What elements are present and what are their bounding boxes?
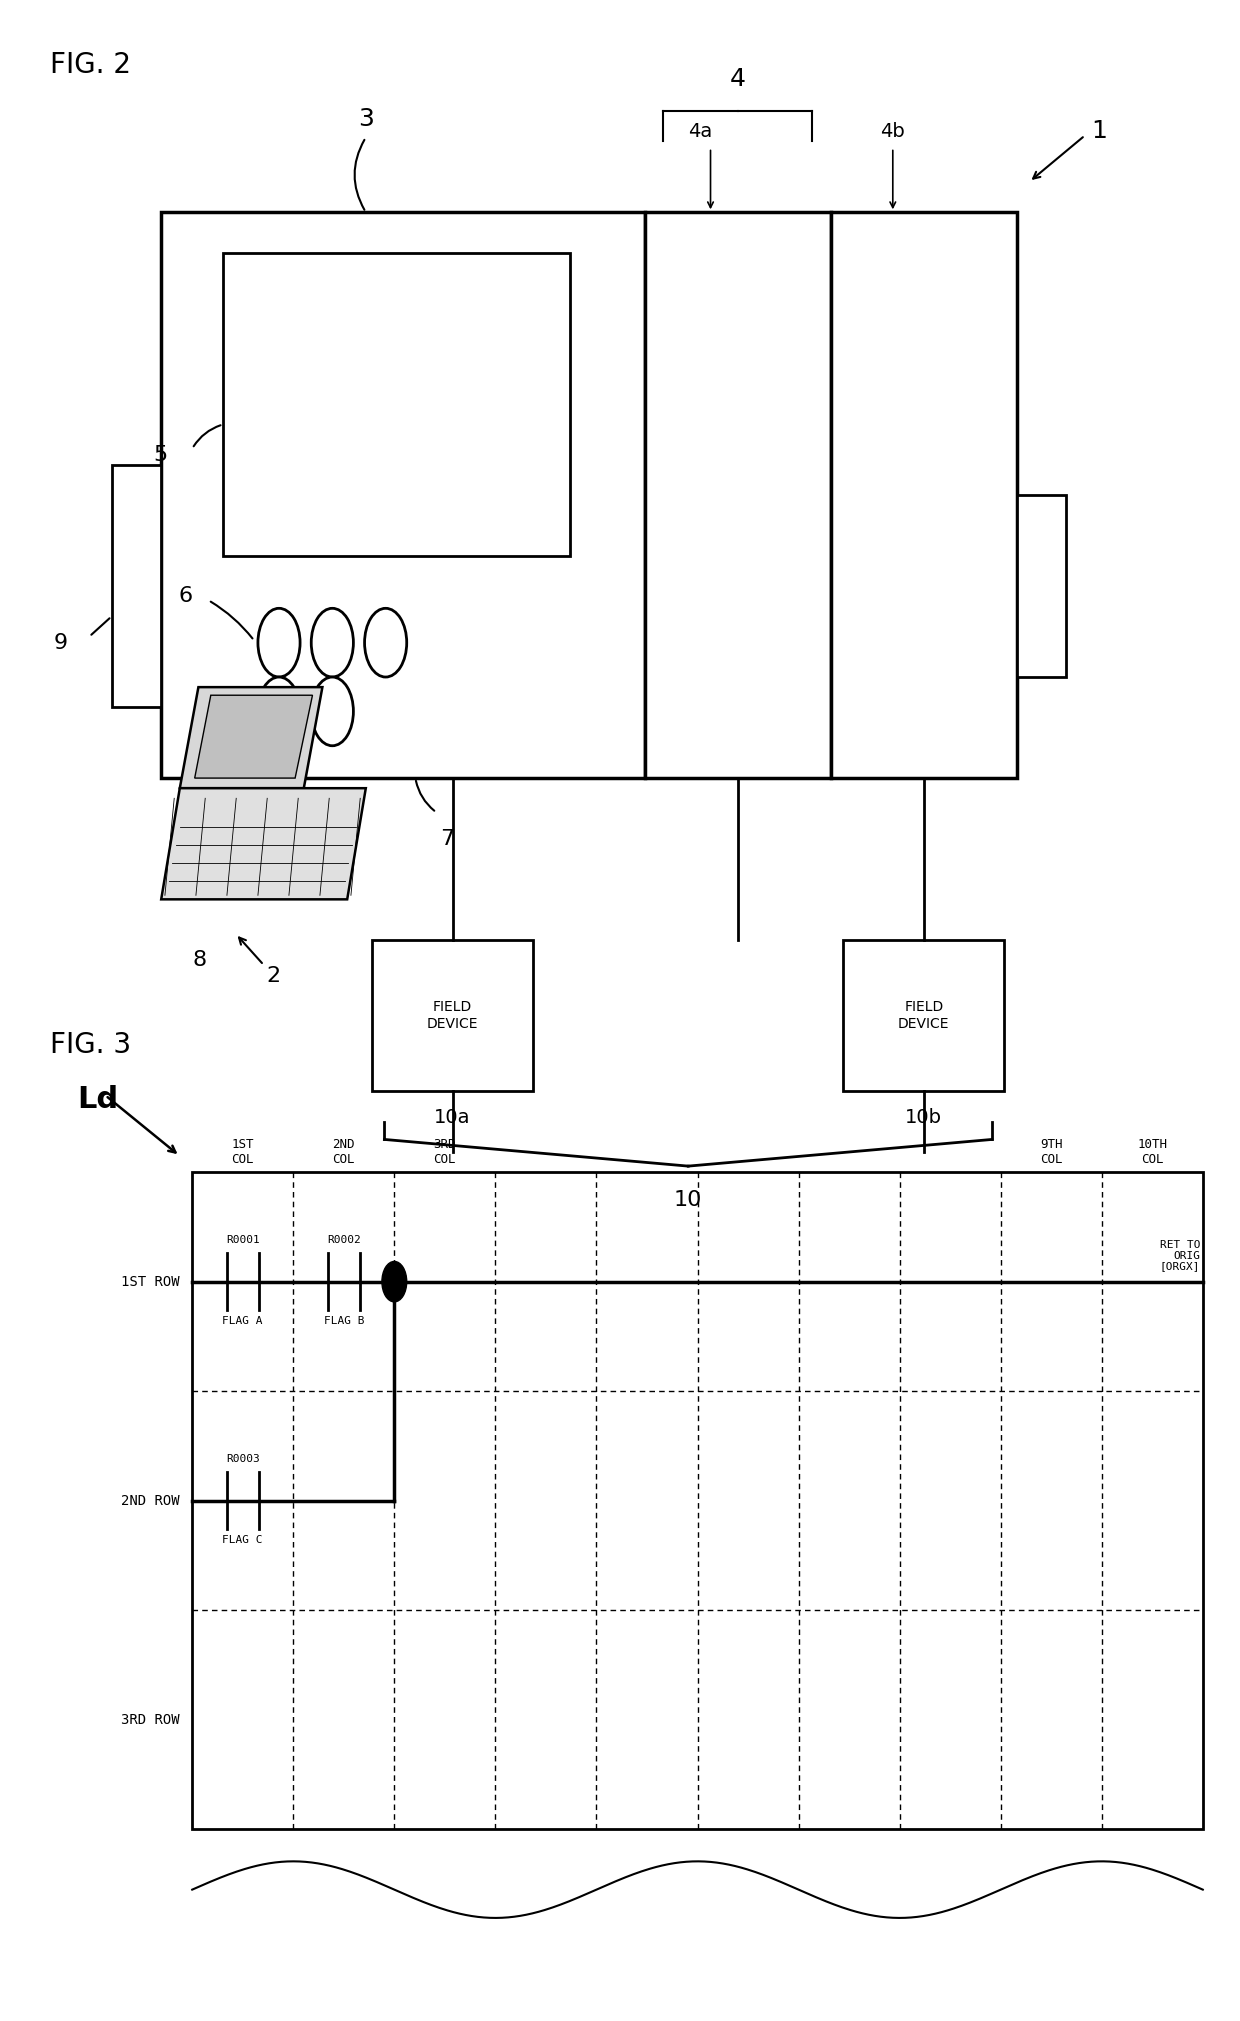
Text: 5: 5 (154, 445, 167, 465)
Text: 1ST ROW: 1ST ROW (122, 1275, 180, 1289)
Text: 2ND
COL: 2ND COL (332, 1138, 355, 1166)
Text: 1ST
COL: 1ST COL (232, 1138, 254, 1166)
Text: 3: 3 (358, 107, 373, 131)
FancyBboxPatch shape (831, 212, 1017, 778)
Text: 7: 7 (440, 829, 454, 849)
FancyBboxPatch shape (645, 212, 831, 778)
Text: Ld: Ld (77, 1085, 118, 1114)
FancyBboxPatch shape (372, 940, 533, 1091)
Text: 9TH
COL: 9TH COL (1040, 1138, 1063, 1166)
Text: 3RD
COL: 3RD COL (434, 1138, 456, 1166)
FancyBboxPatch shape (161, 212, 645, 778)
Text: 4b: 4b (880, 123, 905, 141)
FancyBboxPatch shape (112, 465, 161, 707)
Text: R0001: R0001 (226, 1235, 259, 1245)
Text: 9: 9 (55, 633, 68, 653)
Text: FLAG A: FLAG A (222, 1316, 263, 1326)
Text: 1: 1 (1091, 119, 1107, 143)
Circle shape (365, 608, 407, 677)
FancyBboxPatch shape (1017, 495, 1066, 677)
Text: 2ND ROW: 2ND ROW (122, 1494, 180, 1508)
Text: 8: 8 (192, 950, 206, 970)
Text: RET TO
ORIG
[ORGX]: RET TO ORIG [ORGX] (1159, 1241, 1200, 1271)
Circle shape (311, 677, 353, 746)
FancyBboxPatch shape (843, 940, 1004, 1091)
Circle shape (258, 608, 300, 677)
Text: FIG. 2: FIG. 2 (50, 51, 130, 79)
Text: 10TH
COL: 10TH COL (1137, 1138, 1167, 1166)
Circle shape (258, 677, 300, 746)
Text: 10b: 10b (905, 1108, 942, 1126)
FancyBboxPatch shape (223, 253, 570, 556)
Text: 3RD ROW: 3RD ROW (122, 1712, 180, 1726)
Polygon shape (180, 687, 322, 788)
Text: 6: 6 (179, 586, 192, 606)
Text: FIG. 3: FIG. 3 (50, 1031, 130, 1059)
Text: R0002: R0002 (327, 1235, 361, 1245)
FancyBboxPatch shape (192, 1172, 1203, 1829)
Text: FIELD
DEVICE: FIELD DEVICE (898, 1000, 950, 1031)
Circle shape (311, 608, 353, 677)
Polygon shape (161, 788, 366, 899)
Text: 10: 10 (675, 1190, 702, 1211)
Text: FLAG B: FLAG B (324, 1316, 365, 1326)
Text: 10a: 10a (434, 1108, 471, 1126)
Text: FIELD
DEVICE: FIELD DEVICE (427, 1000, 479, 1031)
Text: 2: 2 (239, 938, 280, 986)
Text: 4: 4 (730, 67, 745, 91)
Polygon shape (195, 695, 312, 778)
Circle shape (382, 1261, 407, 1302)
Text: FLAG C: FLAG C (222, 1536, 263, 1544)
Text: R0003: R0003 (226, 1455, 259, 1463)
Text: 4a: 4a (688, 123, 713, 141)
